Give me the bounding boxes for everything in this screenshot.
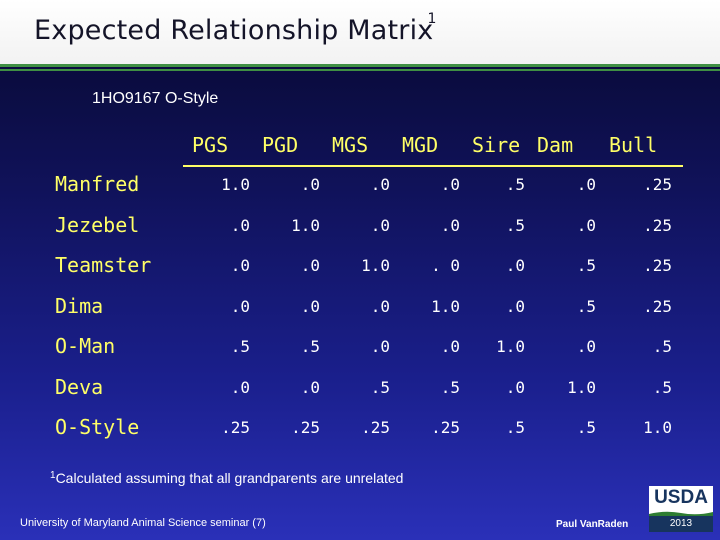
column-header-dam: Dam — [537, 133, 574, 157]
matrix-cell: .5 — [652, 337, 672, 356]
matrix-cell: .0 — [230, 297, 250, 316]
matrix-cell: .0 — [440, 175, 460, 194]
matrix-cell: .5 — [505, 418, 525, 437]
footnote-text: Calculated assuming that all grandparent… — [55, 470, 404, 486]
matrix-cell: .5 — [505, 216, 525, 235]
matrix-cell: .0 — [576, 216, 596, 235]
column-header-bull: Bull — [609, 133, 658, 157]
footer-seminar: University of Maryland Animal Science se… — [20, 517, 266, 529]
usda-logo: USDA 2013 — [649, 486, 713, 532]
slide-title-text: Expected Relationship Matrix — [34, 15, 434, 46]
matrix-cell: .0 — [300, 378, 320, 397]
matrix-cell: .25 — [643, 256, 672, 275]
matrix-cell: .0 — [300, 256, 320, 275]
matrix-cell: .25 — [643, 297, 672, 316]
matrix-cell: .25 — [291, 418, 320, 437]
matrix-cell: 1.0 — [431, 297, 460, 316]
matrix-cell: .5 — [300, 337, 320, 356]
matrix-cell: .5 — [505, 175, 525, 194]
matrix-cell: .0 — [370, 175, 390, 194]
matrix-cell: .25 — [643, 216, 672, 235]
matrix-cell: 1.0 — [361, 256, 390, 275]
matrix-cell: .0 — [230, 378, 250, 397]
matrix-cell: .5 — [576, 297, 596, 316]
matrix-cell: .0 — [440, 337, 460, 356]
matrix-cell: .0 — [505, 378, 525, 397]
footnote: 1Calculated assuming that all grandparen… — [50, 470, 403, 486]
matrix-cell: .0 — [576, 175, 596, 194]
row-label-jezebel: Jezebel — [55, 213, 140, 237]
matrix-cell: 1.0 — [567, 378, 596, 397]
title-footnote-mark: 1 — [427, 11, 437, 27]
column-header-mgs: MGS — [332, 133, 369, 157]
matrix-cell: .0 — [505, 297, 525, 316]
matrix-cell: .0 — [300, 175, 320, 194]
title-rule-thin — [0, 69, 720, 71]
row-label-deva: Deva — [55, 375, 104, 399]
column-header-mgd: MGD — [402, 133, 439, 157]
row-label-dima: Dima — [55, 294, 104, 318]
matrix-cell: .5 — [576, 418, 596, 437]
matrix-cell: 1.0 — [221, 175, 250, 194]
matrix-cell: 1.0 — [496, 337, 525, 356]
row-label-o-man: O-Man — [55, 334, 116, 358]
usda-logo-year: 2013 — [649, 516, 713, 532]
matrix-cell: .0 — [505, 256, 525, 275]
matrix-cell: .0 — [300, 297, 320, 316]
column-header-pgd: PGD — [262, 133, 299, 157]
matrix-cell: . 0 — [431, 256, 460, 275]
slide-subtitle: 1HO9167 O-Style — [92, 90, 219, 107]
matrix-cell: .0 — [230, 256, 250, 275]
slide-title: Expected Relationship Matrix1 — [34, 11, 437, 46]
matrix-cell: .5 — [230, 337, 250, 356]
row-label-o-style: O-Style — [55, 415, 140, 439]
footer-author: Paul VanRaden — [556, 519, 629, 530]
matrix-cell: .0 — [440, 216, 460, 235]
matrix-cell: .25 — [361, 418, 390, 437]
usda-logo-text: USDA — [649, 486, 713, 510]
matrix-cell: .5 — [370, 378, 390, 397]
matrix-cell: .25 — [431, 418, 460, 437]
matrix-cell: .0 — [230, 216, 250, 235]
matrix-cell: .5 — [576, 256, 596, 275]
matrix-cell: 1.0 — [643, 418, 672, 437]
matrix-cell: .0 — [576, 337, 596, 356]
usda-logo-wave — [649, 510, 713, 516]
title-rule-thick — [0, 64, 720, 67]
matrix-cell: .25 — [221, 418, 250, 437]
title-bar: Expected Relationship Matrix1 — [0, 0, 720, 64]
header-underline — [183, 165, 683, 167]
column-header-sire: Sire — [472, 133, 521, 157]
row-label-manfred: Manfred — [55, 172, 140, 196]
column-header-pgs: PGS — [192, 133, 229, 157]
matrix-cell: .0 — [370, 216, 390, 235]
matrix-cell: .25 — [643, 175, 672, 194]
matrix-cell: .5 — [652, 378, 672, 397]
matrix-cell: .5 — [440, 378, 460, 397]
matrix-cell: .0 — [370, 297, 390, 316]
matrix-cell: 1.0 — [291, 216, 320, 235]
matrix-cell: .0 — [370, 337, 390, 356]
row-label-teamster: Teamster — [55, 253, 152, 277]
footnote-mark: 1 — [50, 470, 56, 481]
